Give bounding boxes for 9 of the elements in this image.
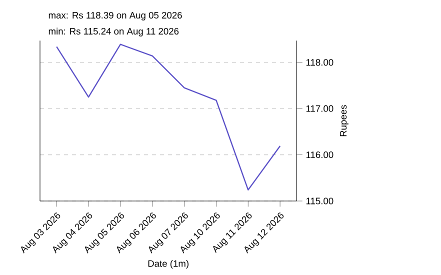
x-axis-title: Date (1m) bbox=[148, 260, 188, 269]
line-series bbox=[56, 44, 281, 191]
y-axis-title: Rupees bbox=[340, 105, 348, 136]
y-tick-label: 117.00 bbox=[306, 105, 334, 112]
chart-title: max: Rs 118.39 on Aug 05 2026 bbox=[48, 12, 182, 20]
y-tick-label: 118.00 bbox=[306, 59, 334, 66]
y-tick-label: 116.00 bbox=[306, 152, 334, 158]
chart-subtitle: min: Rs 115.24 on Aug 11 2026 bbox=[48, 28, 179, 36]
y-tick-label: 115.00 bbox=[306, 198, 334, 204]
